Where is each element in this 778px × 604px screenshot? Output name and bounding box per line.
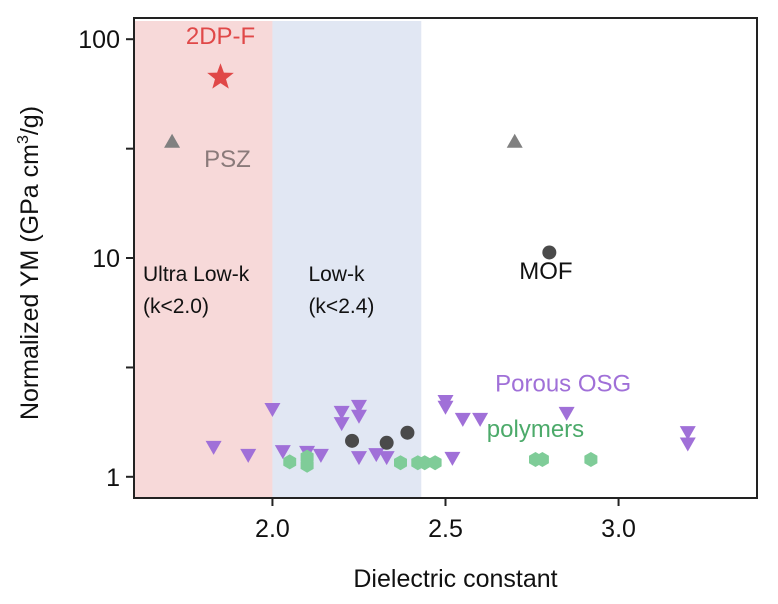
region-label-ultra-low-k: Ultra Low-k (k<2.0) [143, 263, 250, 318]
y-tick-label: 10 [92, 245, 120, 273]
porous-osg-label: Porous OSG [495, 371, 631, 398]
data-points [164, 63, 696, 473]
y-tick-label: 1 [106, 464, 120, 492]
mof-point [542, 245, 557, 260]
porous-osg-point [350, 409, 367, 424]
y-axis-title: Normalized YM (GPa cm3/g) [15, 106, 44, 420]
polymers-point [300, 457, 314, 473]
porous-osg-point [679, 437, 696, 452]
y-axis-title-main: Normalized YM (GPa cm [16, 144, 44, 420]
polymers-label: polymers [487, 416, 584, 443]
2dp-f-point [207, 63, 234, 89]
psz-point [164, 133, 181, 148]
porous-osg-point [437, 400, 454, 415]
annotations: Ultra Low-k (k<2.0) Low-k (k<2.4) Porous OSG… [143, 23, 631, 443]
polymers-point [584, 452, 598, 467]
porous-osg-point [350, 399, 367, 414]
porous-osg-point [274, 445, 291, 460]
region-label-line: Low-k [308, 263, 365, 286]
psz-point [506, 133, 523, 148]
y-axis: 1 10 100 [78, 26, 134, 492]
polymers-point [535, 452, 549, 467]
psz-label: PSZ [204, 146, 251, 173]
mof-point [379, 435, 394, 450]
y-axis-title-superscript: 3 [15, 135, 32, 144]
mof-label: MOF [519, 258, 572, 285]
porous-osg-point [205, 440, 222, 455]
porous-osg-point [240, 448, 257, 463]
region-label-line: (k<2.4) [308, 295, 374, 318]
polymers-point [418, 455, 432, 471]
porous-osg-point [472, 412, 489, 427]
mof-point [400, 425, 415, 440]
region-ultra-low-k [134, 21, 273, 498]
mof-point [345, 433, 360, 448]
region-low-k [272, 21, 422, 498]
porous-osg-point [378, 451, 395, 466]
porous-osg-point [333, 417, 350, 432]
porous-osg-point [350, 451, 367, 466]
porous-osg-point [333, 405, 350, 420]
porous-osg-point [264, 403, 281, 418]
y-tick-label: 100 [78, 26, 120, 54]
y-axis-title-tail: /g) [16, 106, 44, 135]
porous-osg-point [558, 406, 575, 421]
region-label-low-k: Low-k (k<2.4) [308, 263, 374, 318]
porous-osg-point [444, 451, 461, 466]
porous-osg-point [312, 448, 329, 463]
polymers-point [428, 455, 442, 471]
2dp-f-label: 2DP-F [186, 23, 255, 50]
polymers-point [394, 455, 407, 471]
region-label-line: (k<2.0) [143, 295, 209, 318]
shaded-regions [134, 21, 422, 498]
x-axis-title: Dielectric constant [353, 565, 557, 593]
x-axis: 2.0 2.5 3.0 [255, 498, 636, 543]
x-tick-label: 2.0 [255, 515, 290, 543]
x-tick-label: 3.0 [601, 515, 636, 543]
porous-osg-point [679, 426, 696, 441]
x-tick-label: 2.5 [428, 515, 463, 543]
region-label-line: Ultra Low-k [143, 263, 250, 286]
polymers-point [283, 454, 297, 470]
porous-osg-point [454, 412, 471, 427]
